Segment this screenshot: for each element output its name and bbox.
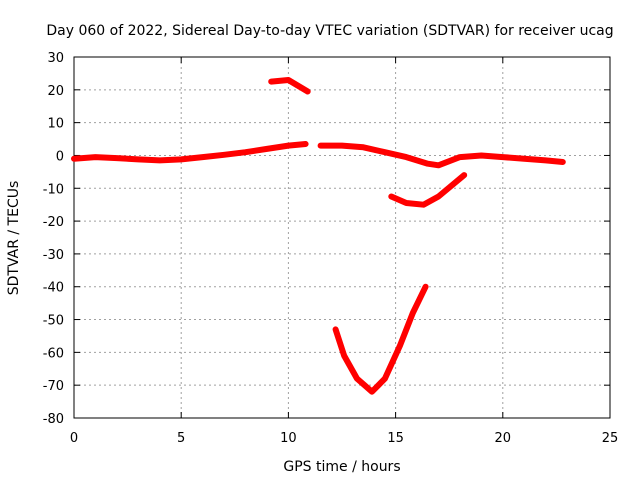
- x-axis-ticks: 0 5 10 15 20 25: [70, 57, 618, 446]
- x-tick-label: 20: [495, 431, 512, 446]
- series-arc-main-b: [317, 142, 566, 169]
- grid-lines: [74, 57, 610, 418]
- data-series: [71, 77, 566, 395]
- y-axis-ticks: 30 20 10 0 -10 -20 -30 -40 -50 -60 -70 -80: [43, 51, 610, 427]
- series-arc-mid: [388, 172, 468, 208]
- x-tick-label: 0: [70, 431, 78, 446]
- y-tick-label: -20: [43, 215, 64, 230]
- x-tick-label: 15: [387, 431, 404, 446]
- chart-title: Day 060 of 2022, Sidereal Day-to-day VTE…: [46, 23, 613, 39]
- y-tick-label: -10: [43, 182, 64, 197]
- series-arc-upper: [268, 77, 311, 95]
- y-tick-label: -30: [43, 248, 64, 263]
- y-tick-label: -80: [43, 412, 64, 427]
- y-tick-label: -40: [43, 281, 64, 296]
- x-tick-label: 10: [280, 431, 297, 446]
- series-arc-main-a: [71, 141, 309, 164]
- y-tick-label: 10: [47, 117, 64, 132]
- y-tick-label: -70: [43, 379, 64, 394]
- x-tick-label: 5: [177, 431, 185, 446]
- y-tick-label: 30: [47, 51, 64, 66]
- series-arc-low: [332, 283, 429, 395]
- y-axis-label: SDTVAR / TECUs: [6, 181, 22, 296]
- y-tick-label: 20: [47, 84, 64, 99]
- y-tick-label: -60: [43, 346, 64, 361]
- y-tick-label: 0: [56, 149, 64, 164]
- plot-frame: [73, 56, 611, 419]
- y-tick-label: -50: [43, 314, 64, 329]
- x-axis-label: GPS time / hours: [283, 459, 400, 475]
- x-tick-label: 25: [602, 431, 619, 446]
